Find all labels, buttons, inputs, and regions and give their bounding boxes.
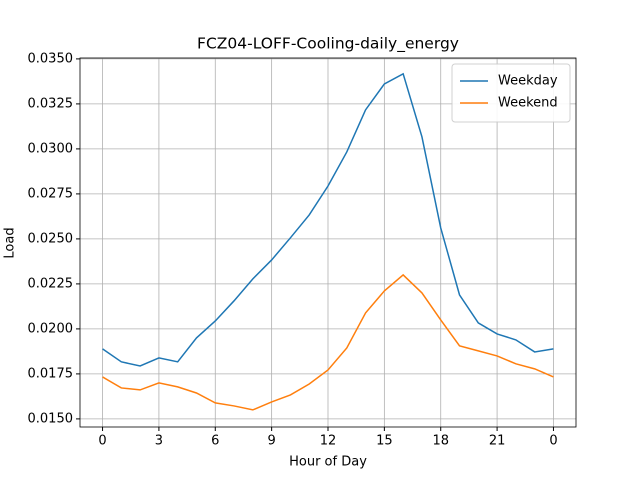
legend-label: Weekend bbox=[498, 96, 558, 111]
line-series bbox=[102, 72, 554, 367]
x-tick-label: 3 bbox=[155, 434, 163, 449]
y-tick-label: 0.0300 bbox=[28, 141, 74, 156]
chart-title: FCZ04-LOFF-Cooling-daily_energy bbox=[197, 35, 459, 54]
y-tick-label: 0.0200 bbox=[28, 321, 74, 336]
y-tick-label: 0.0250 bbox=[28, 231, 74, 246]
legend-box bbox=[451, 63, 571, 123]
legend-label: Weekday bbox=[498, 74, 558, 89]
y-tick-label: 0.0225 bbox=[28, 276, 74, 291]
x-tick-label: 21 bbox=[489, 434, 506, 449]
x-tick-label: 6 bbox=[211, 434, 219, 449]
line-series bbox=[102, 273, 554, 411]
x-tick-label: 0 bbox=[549, 434, 557, 449]
x-tick-label: 0 bbox=[98, 434, 106, 449]
y-tick-label: 0.0350 bbox=[28, 51, 74, 66]
y-tick-label: 0.0150 bbox=[28, 411, 74, 426]
plot-frame bbox=[79, 57, 577, 428]
y-tick-label: 0.0325 bbox=[28, 96, 74, 111]
x-tick-label: 15 bbox=[376, 434, 393, 449]
y-tick-label: 0.0175 bbox=[28, 366, 74, 381]
legend: Weekday Weekend bbox=[451, 63, 571, 123]
y-axis-label: Load bbox=[3, 227, 18, 258]
x-tick-label: 9 bbox=[267, 434, 275, 449]
x-tick-label: 18 bbox=[432, 434, 449, 449]
x-tick-label: 12 bbox=[320, 434, 337, 449]
x-axis-label: Hour of Day bbox=[289, 455, 367, 470]
y-tick-label: 0.0275 bbox=[28, 186, 74, 201]
